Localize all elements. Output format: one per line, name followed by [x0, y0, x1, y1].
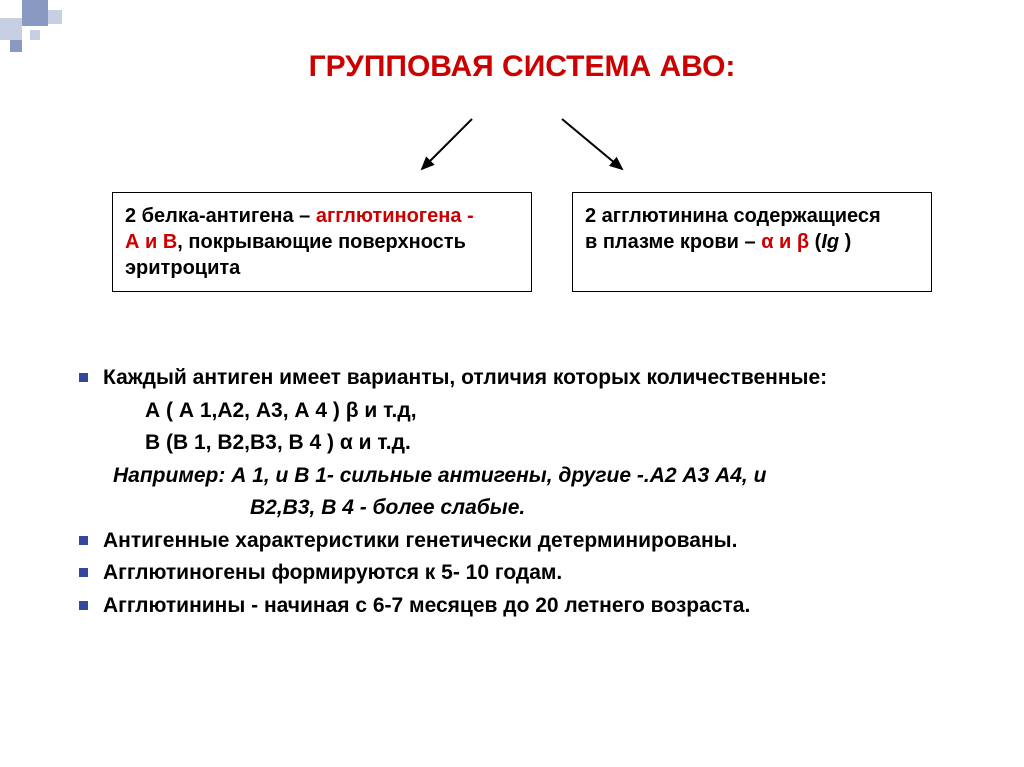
box-left-red1: агглютиногена -: [316, 205, 474, 227]
bullet-1: Каждый антиген имеет варианты, отличия к…: [75, 362, 969, 395]
box-agglutinogen: 2 белка-антигена – агглютиногена - А и В…: [112, 192, 532, 292]
bullet-1-text: Каждый антиген имеет варианты, отличия к…: [103, 366, 827, 389]
bullet-2-text: Антигенные характеристики генетически де…: [103, 529, 737, 552]
corner-decoration: [0, 0, 120, 60]
bullet-4-text: Агглютинины - начиная с 6-7 месяцев до 2…: [103, 594, 750, 617]
bullet-1-sub1: А ( А 1,А2, А3, А 4 ) β и т.д,: [75, 395, 969, 428]
bullet-1-sub2: В (В 1, В2,В3, В 4 ) α и т.д.: [75, 427, 969, 460]
box-right-suf2: ): [839, 231, 851, 253]
bullet-2: Антигенные характеристики генетически де…: [75, 525, 969, 558]
bullet-1-example2: В2,В3, В 4 - более слабые.: [75, 492, 969, 525]
bullet-3: Агглютиногены формируются к 5- 10 годам.: [75, 557, 969, 590]
bullet-3-text: Агглютиногены формируются к 5- 10 годам.: [103, 561, 562, 584]
bullet-list-cont: Антигенные характеристики генетически де…: [75, 525, 969, 623]
box-right-em: Ig: [821, 231, 839, 253]
box-left-text2: , покрывающие поверхность эритроцита: [125, 231, 466, 279]
slide-title: ГРУППОВАЯ СИСТЕМА АВО:: [75, 50, 969, 84]
branch-arrows: [75, 114, 969, 174]
concept-boxes: 2 белка-антигена – агглютиногена - А и В…: [75, 192, 969, 292]
box-agglutinin: 2 агглютинина содержащиеся в плазме кров…: [572, 192, 932, 292]
bullet-1-example1: Например: А 1, и В 1- сильные антигены, …: [75, 460, 969, 493]
box-right-suf1: (: [809, 231, 821, 253]
box-right-red: α и β: [761, 231, 809, 253]
box-right-line1: 2 агглютинина содержащиеся: [585, 205, 881, 227]
arrow-right-icon: [552, 114, 632, 174]
box-left-text1: 2 белка-антигена –: [125, 205, 316, 227]
bullet-list: Каждый антиген имеет варианты, отличия к…: [75, 362, 969, 395]
slide-content: ГРУППОВАЯ СИСТЕМА АВО: 2 белка-антигена …: [0, 0, 1024, 662]
box-right-prefix: в плазме крови –: [585, 231, 761, 253]
box-left-red2: А и В: [125, 231, 177, 253]
bullet-4: Агглютинины - начиная с 6-7 месяцев до 2…: [75, 590, 969, 623]
arrow-left-icon: [412, 114, 492, 174]
